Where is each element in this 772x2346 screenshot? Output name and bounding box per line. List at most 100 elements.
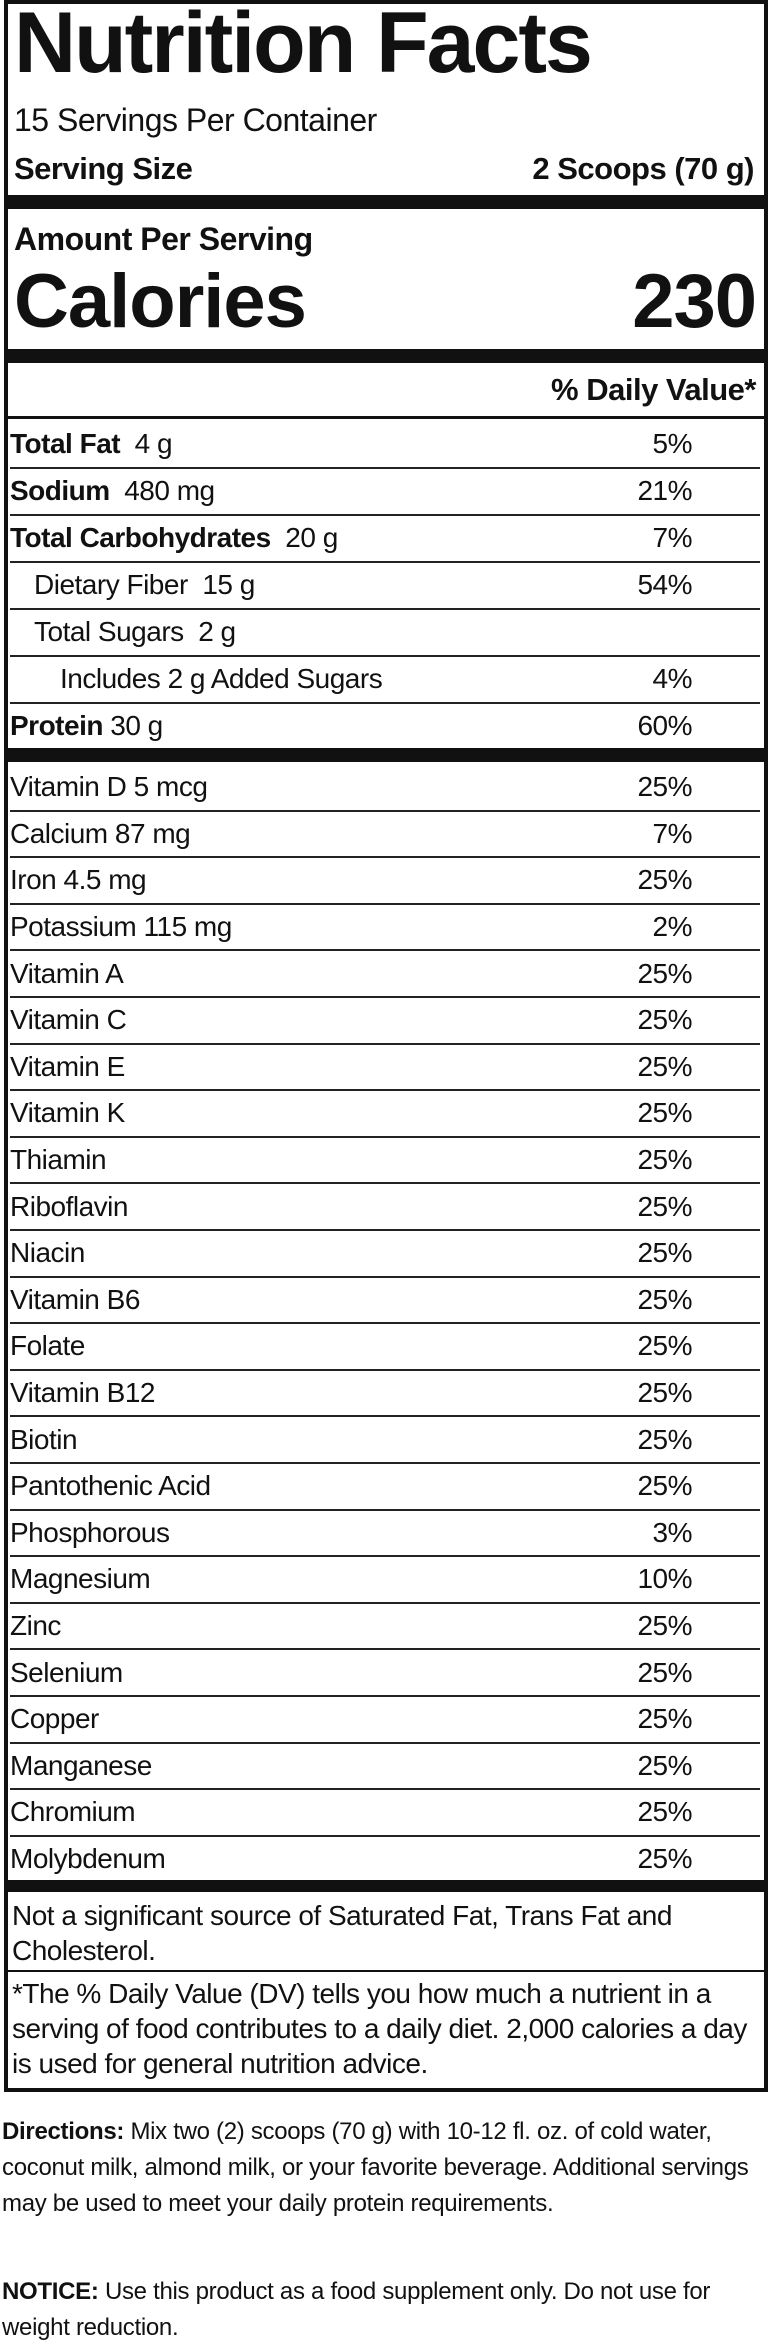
nutrient-amount: 20 g — [285, 522, 338, 553]
micronutrient-name: Vitamin E — [10, 1050, 125, 1082]
nutrient-row: Includes 2 g Added Sugars 4% — [10, 656, 760, 704]
directions-text: Mix two (2) scoops (70 g) with 10-12 fl.… — [2, 2118, 749, 2217]
micronutrient-dv: 25% — [637, 1703, 692, 1735]
label-box — [4, 0, 768, 2092]
micronutrient-row: Pantothenic Acid 25% — [10, 1464, 760, 1511]
title: Nutrition Facts — [14, 0, 593, 91]
notice-text: Use this product as a food supplement on… — [2, 2278, 711, 2341]
micronutrient-dv: 25% — [637, 1050, 692, 1082]
micronutrient-name: Phosphorous — [10, 1516, 170, 1548]
micronutrient-dv: 25% — [637, 1423, 692, 1455]
micronutrient-name: Zinc — [10, 1610, 61, 1642]
micronutrient-dv: 25% — [637, 1144, 692, 1176]
nutrient-name: Sodium — [10, 475, 110, 506]
micronutrient-row: Calcium 87 mg 7% — [10, 812, 760, 859]
micronutrient-name: Niacin — [10, 1237, 85, 1269]
micronutrient-dv: 25% — [637, 1843, 692, 1875]
nutrient-name: Includes 2 g Added Sugars — [60, 663, 383, 694]
nutrient-dv: 7% — [652, 522, 693, 553]
micronutrient-dv: 2% — [652, 911, 693, 943]
micronutrient-name: Riboflavin — [10, 1190, 128, 1222]
micronutrient-name: Magnesium — [10, 1563, 151, 1595]
micronutrient-dv: 25% — [637, 1656, 692, 1688]
nutrient-row: Total Fat 4 g 5% — [10, 421, 760, 469]
nutrient-name: Total Sugars — [34, 616, 184, 647]
micronutrient-dv: 25% — [637, 1470, 692, 1502]
micronutrient-dv: 10% — [637, 1563, 692, 1595]
micronutrient-name: Vitamin K — [10, 1097, 125, 1129]
micronutrient-dv: 3% — [652, 1516, 693, 1548]
micronutrient-name: Vitamin A — [10, 957, 124, 989]
nutrient-name: Dietary Fiber — [34, 569, 188, 600]
notice-label: NOTICE: — [2, 2278, 99, 2305]
micronutrient-row: Chromium 25% — [10, 1790, 760, 1837]
nutrient-name: Total Carbohydrates — [10, 522, 271, 553]
directions: Directions: Mix two (2) scoops (70 g) wi… — [2, 2114, 770, 2222]
micronutrient-dv: 25% — [637, 1097, 692, 1129]
calories-value: 230 — [632, 259, 757, 344]
nutrient-name: Total Fat — [10, 428, 121, 459]
nutrient-row: Sodium 480 mg 21% — [10, 468, 760, 516]
micronutrient-row: Biotin 25% — [10, 1417, 760, 1464]
nutrient-row: Total Carbohydrates 20 g 7% — [10, 515, 760, 563]
micronutrient-name: Vitamin B12 — [10, 1377, 155, 1409]
daily-value-header: % Daily Value* — [551, 372, 756, 407]
micronutrient-row: Magnesium 10% — [10, 1557, 760, 1604]
divider — [8, 195, 764, 209]
micronutrient-name: Vitamin B6 — [10, 1283, 140, 1315]
micronutrient-dv: 25% — [637, 957, 692, 989]
micronutrient-dv: 25% — [637, 864, 692, 896]
micronutrient-row: Manganese 25% — [10, 1744, 760, 1791]
micronutrient-row: Vitamin B12 25% — [10, 1371, 760, 1418]
micronutrient-row: Thiamin 25% — [10, 1138, 760, 1185]
footnote: Not a significant source of Saturated Fa… — [12, 1900, 672, 1966]
nutrient-name: Protein — [10, 710, 103, 741]
nutrient-row: Dietary Fiber 15 g 54% — [10, 562, 760, 610]
nutrient-amount: 15 g — [202, 569, 255, 600]
micronutrient-name: Thiamin — [10, 1144, 107, 1176]
micronutrient-dv: 7% — [652, 817, 693, 849]
micronutrient-row: Niacin 25% — [10, 1231, 760, 1278]
micronutrient-row: Folate 25% — [10, 1324, 760, 1371]
servings: 15 Servings Per Container — [14, 102, 377, 138]
nutrient-dv: 5% — [652, 428, 693, 459]
micronutrient-row: Vitamin B6 25% — [10, 1278, 760, 1325]
micronutrient-dv: 25% — [637, 1283, 692, 1315]
micronutrient-row: Riboflavin 25% — [10, 1184, 760, 1231]
footnote: *The % Daily Value (DV) tells you how mu… — [12, 1978, 747, 2079]
micronutrient-name: Vitamin D 5 mcg — [10, 771, 208, 803]
nutrient-row: Total Sugars 2 g — [10, 609, 760, 657]
micronutrient-name: Manganese — [10, 1749, 152, 1781]
nutrient-dv: 60% — [637, 710, 692, 741]
micronutrient-row: Potassium 115 mg 2% — [10, 905, 760, 952]
micronutrient-name: Folate — [10, 1330, 85, 1362]
micronutrient-row: Vitamin K 25% — [10, 1091, 760, 1138]
serving-size-label: Serving Size — [14, 151, 193, 186]
nutrient-row: Protein 30 g 60% — [10, 703, 760, 749]
micronutrient-name: Pantothenic Acid — [10, 1470, 211, 1502]
nutrient-dv: 54% — [637, 569, 692, 600]
divider — [8, 1880, 764, 1892]
nutrient-dv: 21% — [637, 475, 692, 506]
nutrient-amount: 30 g — [110, 710, 163, 741]
micronutrient-dv: 25% — [637, 1330, 692, 1362]
nutrient-dv: 4% — [652, 663, 693, 694]
nutrient-amount: 480 mg — [124, 475, 215, 506]
micronutrient-dv: 25% — [637, 1796, 692, 1828]
micronutrient-row: Vitamin A 25% — [10, 951, 760, 998]
nutrient-amount: 2 g — [198, 616, 236, 647]
micronutrient-name: Chromium — [10, 1796, 136, 1828]
micronutrient-row: Molybdenum 25% — [10, 1837, 760, 1882]
notice: NOTICE: Use this product as a food suppl… — [2, 2274, 770, 2346]
divider — [8, 748, 764, 762]
micronutrient-dv: 25% — [637, 1749, 692, 1781]
divider — [8, 349, 764, 363]
micronutrient-row: Vitamin C 25% — [10, 998, 760, 1045]
micronutrient-row: Selenium 25% — [10, 1650, 760, 1697]
micronutrient-name: Vitamin C — [10, 1004, 127, 1036]
micronutrient-row: Copper 25% — [10, 1697, 760, 1744]
micronutrient-row: Phosphorous 3% — [10, 1511, 760, 1558]
micronutrient-name: Calcium 87 mg — [10, 817, 191, 849]
micronutrient-dv: 25% — [637, 1190, 692, 1222]
